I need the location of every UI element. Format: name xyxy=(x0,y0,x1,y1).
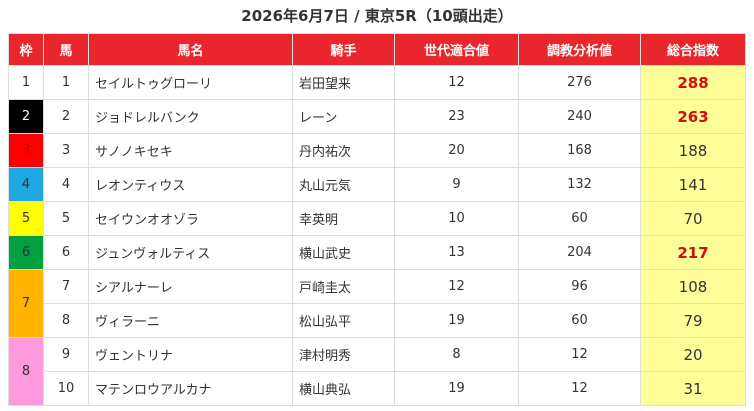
frame-cell: 6 xyxy=(8,235,44,270)
header-cell: 総合指数 xyxy=(640,33,746,66)
horse-name: ヴェントリナ xyxy=(88,337,293,372)
race-title: 2026年6月7日 / 東京5R（10頭出走） xyxy=(241,7,513,25)
frame-cell: 7 xyxy=(8,269,44,338)
generation-value: 9 xyxy=(394,167,519,202)
jockey: 戸崎圭太 xyxy=(292,269,395,304)
horse-row: 4 4 レオンティウス 丸山元気 9 132 141 xyxy=(8,167,746,202)
horse-name: サノノキセキ xyxy=(88,133,293,168)
training-value: 60 xyxy=(518,201,641,236)
table-body: 1 1 セイルトゥグローリ 岩田望来 12 276 288 2 2 ジョドレルバンク レーン 23 24… xyxy=(8,65,746,406)
generation-value: 19 xyxy=(394,303,519,338)
total-index: 20 xyxy=(640,337,746,372)
total-index: 141 xyxy=(640,167,746,202)
header-cell: 騎手 xyxy=(292,33,395,66)
horse-number: 6 xyxy=(43,235,89,270)
horse-row: 6 6 ジュンヴォルティス 横山武史 13 204 217 xyxy=(8,235,746,270)
horse-number: 7 xyxy=(43,269,89,304)
generation-value: 8 xyxy=(394,337,519,372)
jockey: 横山武史 xyxy=(292,235,395,270)
frame-cell: 2 xyxy=(8,99,44,134)
training-value: 12 xyxy=(518,371,641,406)
frame-cell: 1 xyxy=(8,65,44,100)
frame-cell: 4 xyxy=(8,167,44,202)
training-value: 60 xyxy=(518,303,641,338)
horse-name: シアルナーレ xyxy=(88,269,293,304)
jockey: 幸英明 xyxy=(292,201,395,236)
header-cell: 世代適合値 xyxy=(394,33,519,66)
total-index: 288 xyxy=(640,65,746,100)
training-value: 132 xyxy=(518,167,641,202)
header-row: 枠馬馬名 騎手 世代適合値 調教分析値 総合指数 xyxy=(8,33,746,66)
frame-cell: 5 xyxy=(8,201,44,236)
horse-row: 7 7 シアルナーレ 戸崎圭太 12 96 108 xyxy=(8,269,746,338)
frame-cell: 8 xyxy=(8,337,44,406)
race-table: 枠馬馬名 騎手 世代適合値 調教分析値 総合指数 1 1 セイルトゥグローリ 岩田望来 12 27… xyxy=(8,33,746,406)
jockey: 丸山元気 xyxy=(292,167,395,202)
training-value: 240 xyxy=(518,99,641,134)
total-index: 217 xyxy=(640,235,746,270)
jockey: 松山弘平 xyxy=(292,303,395,338)
jockey: 横山典弘 xyxy=(292,371,395,406)
horse-name: マテンロウアルカナ xyxy=(88,371,293,406)
total-index: 188 xyxy=(640,133,746,168)
horse-number: 3 xyxy=(43,133,89,168)
header-cell: 調教分析値 xyxy=(518,33,641,66)
horse-name: セイルトゥグローリ xyxy=(88,65,293,100)
horse-name: ジョドレルバンク xyxy=(88,99,293,134)
jockey: 丹内祐次 xyxy=(292,133,395,168)
jockey: 津村明秀 xyxy=(292,337,395,372)
horse-number: 10 xyxy=(43,371,89,406)
horse-number: 8 xyxy=(43,303,89,338)
horse-row: 5 5 セイウンオオゾラ 幸英明 10 60 70 xyxy=(8,201,746,236)
training-value: 276 xyxy=(518,65,641,100)
horse-number: 4 xyxy=(43,167,89,202)
horse-name: ヴィラーニ xyxy=(88,303,293,338)
jockey: レーン xyxy=(292,99,395,134)
total-index: 70 xyxy=(640,201,746,236)
generation-value: 12 xyxy=(394,269,519,304)
generation-value: 10 xyxy=(394,201,519,236)
generation-value: 23 xyxy=(394,99,519,134)
training-value: 168 xyxy=(518,133,641,168)
horse-name: ジュンヴォルティス xyxy=(88,235,293,270)
jockey: 岩田望来 xyxy=(292,65,395,100)
total-index: 263 xyxy=(640,99,746,134)
horse-name: セイウンオオゾラ xyxy=(88,201,293,236)
training-value: 204 xyxy=(518,235,641,270)
horse-row: 1 1 セイルトゥグローリ 岩田望来 12 276 288 xyxy=(8,65,746,100)
horse-number: 2 xyxy=(43,99,89,134)
horse-row: 8 ヴィラーニ 松山弘平 19 60 79 xyxy=(9,303,746,338)
frame-cell: 3 xyxy=(8,133,44,168)
horse-row: 2 2 ジョドレルバンク レーン 23 240 263 xyxy=(8,99,746,134)
total-index: 108 xyxy=(640,269,746,304)
horse-row: 10 マテンロウアルカナ 横山典弘 19 12 31 xyxy=(9,371,746,406)
horse-name: レオンティウス xyxy=(88,167,293,202)
horse-row: 3 3 サノノキセキ 丹内祐次 20 168 188 xyxy=(8,133,746,168)
horse-number: 1 xyxy=(43,65,89,100)
generation-value: 19 xyxy=(394,371,519,406)
header-cell: 枠 xyxy=(8,33,44,66)
horse-number: 9 xyxy=(43,337,89,372)
training-value: 12 xyxy=(518,337,641,372)
generation-value: 13 xyxy=(394,235,519,270)
generation-value: 20 xyxy=(394,133,519,168)
total-index: 79 xyxy=(640,303,746,338)
header-cell: 馬名 xyxy=(88,33,293,66)
total-index: 31 xyxy=(640,371,746,406)
generation-value: 12 xyxy=(394,65,519,100)
horse-row: 8 9 ヴェントリナ 津村明秀 8 12 20 xyxy=(8,337,746,406)
header-cell: 馬 xyxy=(43,33,89,66)
training-value: 96 xyxy=(518,269,641,304)
horse-number: 5 xyxy=(43,201,89,236)
